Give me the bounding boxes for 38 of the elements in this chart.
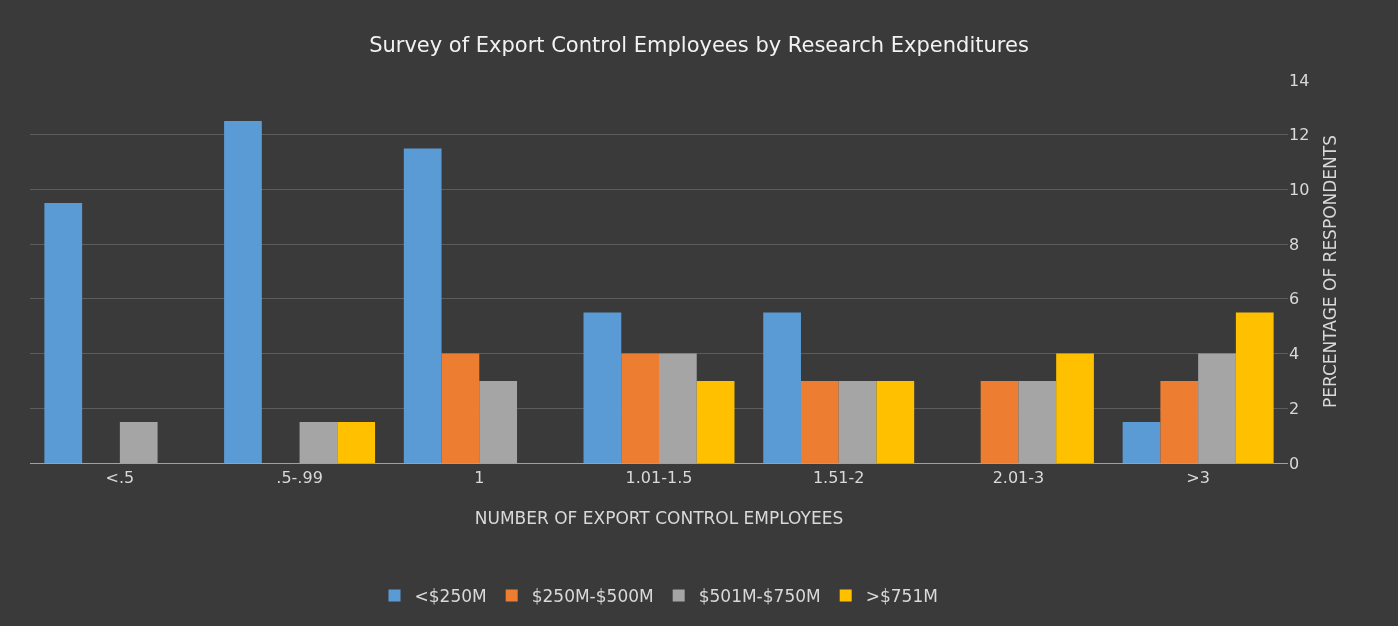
y-tick-label: 4 <box>1289 344 1300 364</box>
bar <box>980 380 1019 463</box>
x-tick-label: <.5 <box>105 468 135 488</box>
x-axis-title: NUMBER OF EXPORT CONTROL EMPLOYEES <box>474 507 844 528</box>
y-tick-label: 8 <box>1289 234 1300 254</box>
legend-label: >$751M <box>865 586 938 607</box>
x-tick-label: >3 <box>1186 468 1210 488</box>
y-tick-label: 2 <box>1289 398 1300 418</box>
bar <box>1235 312 1274 463</box>
bar <box>763 312 801 463</box>
bar <box>876 380 915 463</box>
bar <box>337 421 376 463</box>
bar <box>583 312 622 463</box>
bar <box>1122 421 1161 463</box>
y-tick-label: 14 <box>1289 70 1310 90</box>
y-tick-label: 10 <box>1289 180 1310 200</box>
bar <box>44 203 83 463</box>
bar <box>441 353 480 463</box>
bar <box>403 148 442 463</box>
bar <box>1056 353 1094 463</box>
bar <box>224 121 262 463</box>
chart-title: Survey of Export Control Employees by Research Expenditures <box>369 33 1029 58</box>
bar <box>621 353 659 463</box>
legend-label: $501M-$750M <box>698 586 821 607</box>
x-tick-label: 1 <box>474 468 485 488</box>
y-axis-title: PERCENTAGE OF RESPONDENTS <box>1319 135 1340 408</box>
bar <box>800 380 839 463</box>
y-tick-label: 0 <box>1289 453 1300 473</box>
y-tick-label: 12 <box>1289 125 1310 145</box>
x-tick-label: 1.51-2 <box>812 468 865 488</box>
legend-label: $250M-$500M <box>531 586 654 607</box>
bar <box>696 380 735 463</box>
x-tick-label: 2.01-3 <box>992 468 1045 488</box>
legend-label: <$250M <box>414 586 487 607</box>
bar <box>1160 380 1199 463</box>
y-tick-label: 6 <box>1289 289 1300 309</box>
x-tick-label: .5-.99 <box>276 468 323 488</box>
x-tick-label: 1.01-1.5 <box>625 468 693 488</box>
